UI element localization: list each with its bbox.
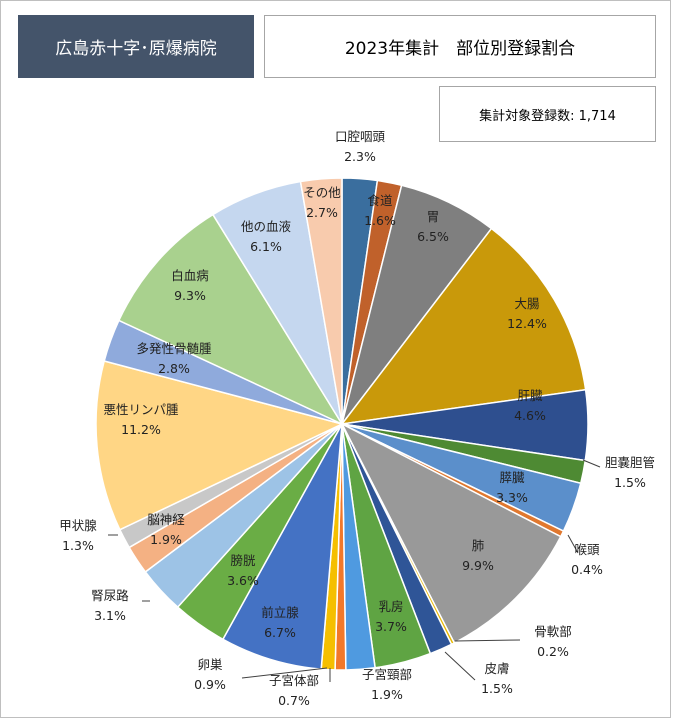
slice-name-label-21: 悪性リンパ腫 — [103, 402, 179, 417]
slice-value-label-15: 0.9% — [194, 677, 226, 692]
slice-value-label-21: 11.2% — [121, 422, 161, 437]
slice-value-label-7: 3.3% — [496, 490, 528, 505]
slice-name-label-23: 白血病 — [171, 268, 209, 283]
pie-slice-9 — [340, 422, 562, 644]
slice-value-label-8: 0.4% — [571, 562, 603, 577]
slice-name-label-22: 多発性骨髄腫 — [136, 341, 212, 356]
slice-name-label-6: 胆嚢胆管 — [605, 455, 655, 470]
pie-slice-25 — [299, 177, 343, 425]
slice-value-label-13: 1.9% — [371, 687, 403, 702]
leader-line-15 — [241, 667, 328, 679]
slice-value-label-5: 4.6% — [514, 408, 546, 423]
slice-value-label-12: 3.7% — [375, 619, 407, 634]
leader-line-11 — [444, 651, 476, 681]
slice-name-label-13: 子宮頸部 — [362, 667, 412, 682]
pie-slice-23 — [117, 213, 344, 426]
slice-name-label-10: 骨軟部 — [534, 624, 572, 639]
slice-name-label-15: 卵巣 — [197, 657, 223, 672]
slice-value-label-17: 3.6% — [227, 573, 259, 588]
slice-name-label-2: 食道 — [367, 193, 393, 208]
slice-value-label-24: 6.1% — [250, 239, 282, 254]
chart-title: 2023年集計 部位別登録割合 — [264, 15, 656, 78]
slice-name-label-7: 膵臓 — [499, 470, 525, 485]
slice-name-label-16: 前立腺 — [261, 605, 299, 620]
slice-name-label-1: 口腔咽頭 — [335, 129, 386, 144]
slice-name-label-17: 膀胱 — [230, 553, 256, 568]
slice-name-label-4: 大腸 — [514, 296, 540, 311]
slice-value-label-3: 6.5% — [417, 229, 449, 244]
slice-name-label-9: 肺 — [472, 538, 485, 553]
slice-name-label-11: 皮膚 — [484, 661, 509, 676]
slice-value-label-19: 1.9% — [150, 532, 182, 547]
slice-name-label-3: 胃 — [427, 209, 440, 224]
pie-slice-4 — [340, 227, 587, 425]
slice-value-label-9: 9.9% — [462, 558, 494, 573]
slice-name-label-8: 喉頭 — [574, 542, 600, 557]
slice-value-label-2: 1.6% — [364, 213, 396, 228]
registration-count: 集計対象登録数: 1,714 — [439, 86, 656, 142]
slice-value-label-25: 2.7% — [306, 205, 338, 220]
slice-name-label-19: 脳神経 — [147, 512, 185, 527]
slice-value-label-11: 1.5% — [481, 681, 513, 696]
pie-slice-21 — [95, 360, 345, 531]
slice-value-label-22: 2.8% — [158, 361, 190, 376]
slice-name-label-12: 乳房 — [378, 599, 403, 614]
slice-value-label-10: 0.2% — [537, 644, 569, 659]
hospital-name-badge: 広島赤十字･原爆病院 — [18, 15, 254, 78]
slice-name-label-25: その他 — [303, 185, 341, 200]
slice-value-label-23: 9.3% — [174, 288, 206, 303]
slice-name-label-14: 子宮体部 — [269, 673, 319, 688]
slice-value-label-14: 0.7% — [278, 693, 310, 708]
leader-line-6 — [582, 459, 601, 468]
slice-name-label-5: 肝臓 — [517, 388, 543, 403]
slice-name-label-24: 他の血液 — [241, 219, 292, 234]
slice-value-label-16: 6.7% — [264, 625, 296, 640]
slice-value-label-4: 12.4% — [507, 316, 547, 331]
slice-value-label-6: 1.5% — [614, 475, 646, 490]
leader-line-10 — [454, 639, 521, 642]
slice-value-label-18: 3.1% — [94, 608, 126, 623]
slice-name-label-18: 腎尿路 — [91, 588, 129, 603]
slice-value-label-20: 1.3% — [62, 538, 94, 553]
leader-line-8 — [567, 534, 579, 554]
slice-name-label-20: 甲状腺 — [59, 518, 97, 533]
slice-value-label-1: 2.3% — [344, 149, 376, 164]
